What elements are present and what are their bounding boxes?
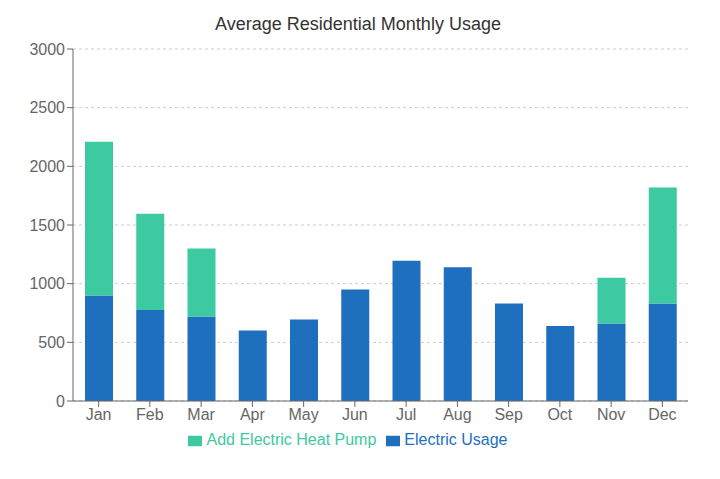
html-text:Electric Usage: Electric Usage — [404, 431, 508, 448]
svg-text:1000: 1000 — [29, 275, 65, 292]
svg-text:3000: 3000 — [29, 41, 65, 58]
svg-text:Jan: Jan — [86, 406, 112, 423]
svg-text:Nov: Nov — [597, 406, 625, 423]
svg-text:0: 0 — [56, 393, 65, 410]
svg-text:2500: 2500 — [29, 99, 65, 116]
svg-text:1500: 1500 — [29, 217, 65, 234]
svg-text:Sep: Sep — [494, 406, 523, 423]
svg-text:Mar: Mar — [187, 406, 215, 423]
svg-text:2000: 2000 — [29, 158, 65, 175]
svg-text:Apr: Apr — [240, 406, 266, 423]
svg-text:Feb: Feb — [136, 406, 164, 423]
html-text:Average Residential Monthly Us: Average Residential Monthly Usage — [215, 14, 501, 34]
svg-text:Jun: Jun — [342, 406, 368, 423]
svg-text:Aug: Aug — [443, 406, 471, 423]
svg-text:500: 500 — [38, 334, 65, 351]
svg-text:Oct: Oct — [547, 406, 572, 423]
svg-text:Jul: Jul — [396, 406, 416, 423]
html-text:Add Electric Heat Pump: Add Electric Heat Pump — [206, 431, 377, 448]
svg-text:Dec: Dec — [648, 406, 676, 423]
svg-text:May: May — [289, 406, 319, 423]
